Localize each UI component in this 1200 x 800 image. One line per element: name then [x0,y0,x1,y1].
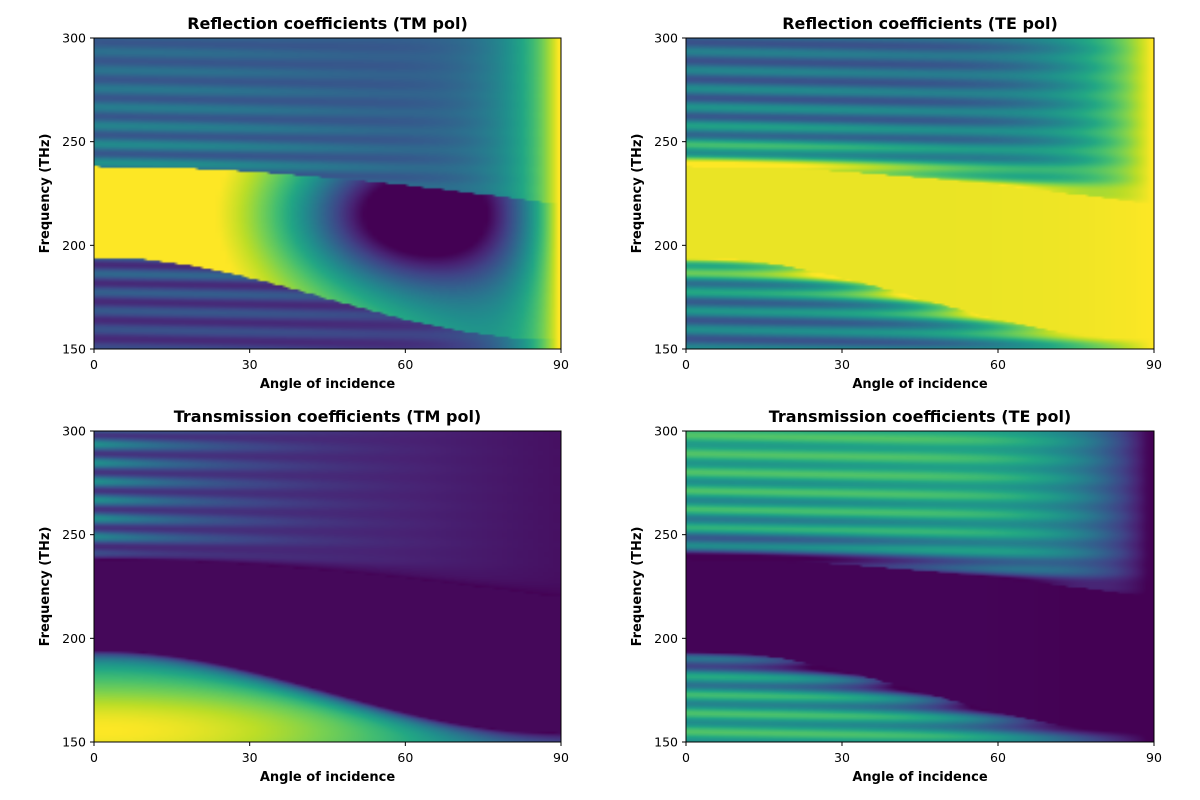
y-tick-label: 300 [62,424,86,439]
chart-title: Transmission coefficients (TE pol) [769,407,1072,426]
y-tick-label: 250 [62,527,86,542]
x-tick-label: 30 [242,750,258,765]
x-axis-label: Angle of incidence [852,377,987,392]
x-tick-label: 0 [682,357,690,372]
y-axis-label: Frequency (THz) [38,134,53,254]
axes-frame [685,430,1155,743]
x-tick-label: 0 [90,357,98,372]
y-tick-label: 200 [654,238,678,253]
chart-title: Reflection coefficients (TM pol) [187,14,468,33]
y-tick-label: 200 [654,631,678,646]
heatmap-refl_te [686,38,1154,349]
y-tick-label: 300 [62,31,86,46]
x-tick-label: 60 [990,357,1006,372]
x-tick-label: 60 [397,357,413,372]
x-tick-label: 0 [682,750,690,765]
x-tick-label: 90 [553,750,569,765]
axes-frame [93,37,562,350]
x-tick-label: 30 [834,750,850,765]
y-axis-label: Frequency (THz) [630,527,645,647]
x-tick-label: 30 [834,357,850,372]
x-tick-label: 60 [990,750,1006,765]
x-tick-label: 90 [1146,750,1162,765]
panel-trans_te: Transmission coefficients (TE pol) 0 30 60 9… [630,407,1162,785]
heatmap-trans_tm [94,431,561,742]
chart-title: Transmission coefficients (TM pol) [174,407,481,426]
panel-refl_te: Reflection coefficients (TE pol) 0 30 60 90 1… [630,14,1162,392]
y-axis-label: Frequency (THz) [630,134,645,254]
y-tick-label: 200 [62,238,86,253]
x-tick-label: 90 [1146,357,1162,372]
y-tick-label: 150 [62,735,86,750]
y-tick-label: 150 [654,735,678,750]
panel-refl_tm: Reflection coefficients (TM pol) 0 30 60 90 1… [38,14,569,392]
y-tick-label: 300 [654,31,678,46]
y-tick-label: 250 [62,134,86,149]
x-tick-label: 90 [553,357,569,372]
x-tick-label: 60 [397,750,413,765]
y-tick-label: 150 [62,342,86,357]
y-tick-label: 250 [654,134,678,149]
axes-frame [685,37,1155,350]
axes-frame [93,430,562,743]
y-axis-label: Frequency (THz) [38,527,53,647]
panel-trans_tm: Transmission coefficients (TM pol) 0 30 60 9… [38,407,569,785]
heatmap-refl_tm [94,38,561,349]
y-tick-label: 150 [654,342,678,357]
x-axis-label: Angle of incidence [260,770,395,785]
x-axis-label: Angle of incidence [852,770,987,785]
y-tick-label: 300 [654,424,678,439]
x-tick-label: 30 [242,357,258,372]
chart-title: Reflection coefficients (TE pol) [782,14,1058,33]
x-tick-label: 0 [90,750,98,765]
x-axis-label: Angle of incidence [260,377,395,392]
heatmap-trans_te [686,431,1154,742]
y-tick-label: 200 [62,631,86,646]
y-tick-label: 250 [654,527,678,542]
